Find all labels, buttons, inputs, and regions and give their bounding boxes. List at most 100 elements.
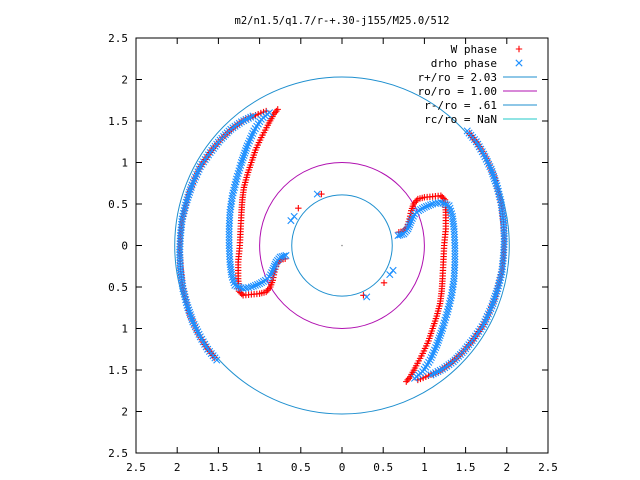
legend-label: W phase — [451, 43, 497, 56]
radius-circle — [259, 162, 425, 329]
data-point — [226, 258, 234, 266]
data-point — [495, 279, 503, 287]
data-point — [363, 293, 371, 301]
data-point — [239, 292, 247, 299]
data-point — [426, 201, 435, 209]
data-point — [450, 233, 459, 241]
data-point — [408, 214, 416, 222]
data-point — [184, 193, 192, 201]
data-point — [185, 188, 194, 196]
data-point — [188, 315, 196, 324]
data-point — [451, 250, 459, 258]
data-point — [179, 209, 188, 217]
data-point — [265, 109, 274, 117]
data-point — [181, 204, 189, 212]
data-point — [181, 293, 189, 301]
data-point — [495, 190, 503, 198]
data-point — [438, 327, 446, 335]
data-point — [435, 334, 443, 342]
data-point — [249, 112, 257, 120]
data-point — [226, 252, 234, 261]
data-point — [445, 300, 454, 308]
data-point — [433, 339, 442, 347]
origin-dot — [341, 244, 343, 247]
data-point — [225, 233, 233, 241]
data-point — [451, 252, 459, 261]
data-point — [225, 241, 233, 250]
data-point — [230, 183, 239, 191]
data-point — [237, 118, 246, 126]
data-point — [242, 144, 251, 152]
data-point — [176, 243, 184, 251]
data-point — [229, 189, 237, 197]
data-point — [492, 179, 500, 187]
data-point — [497, 271, 505, 279]
data-point — [176, 248, 184, 256]
data-point — [186, 186, 194, 194]
x-tick-label: 0 — [339, 461, 346, 474]
data-point — [500, 232, 508, 240]
data-point — [182, 296, 190, 304]
x-tick-label: 1.5 — [208, 461, 228, 474]
data-point — [406, 219, 414, 227]
data-point — [494, 285, 502, 293]
data-point — [500, 249, 508, 257]
data-point — [450, 228, 458, 236]
x-axis-ticks: 2.5 2 1.5 1 0.5 0 0.5 1 1.5 2 2.5 — [126, 38, 558, 474]
data-point — [256, 280, 264, 288]
data-point — [225, 217, 234, 225]
data-point — [231, 181, 239, 189]
data-point — [176, 240, 184, 248]
data-point — [440, 195, 447, 202]
data-point — [447, 294, 455, 302]
legend-label: drho phase — [431, 57, 497, 70]
data-point — [429, 370, 437, 378]
data-point — [431, 199, 439, 208]
data-point — [228, 192, 236, 200]
data-point — [230, 186, 238, 194]
data-point — [178, 218, 186, 226]
data-point — [271, 260, 279, 268]
y-tick-label: 1.5 — [108, 364, 128, 377]
data-point — [493, 182, 501, 190]
data-point — [179, 212, 187, 220]
data-point — [225, 230, 233, 239]
data-point — [490, 297, 498, 305]
data-point — [410, 374, 419, 382]
data-point — [405, 221, 414, 229]
data-point — [180, 207, 188, 215]
data-point — [181, 201, 190, 209]
data-point — [500, 243, 508, 251]
data-point — [225, 239, 233, 247]
data-point — [451, 264, 459, 272]
data-point — [318, 190, 325, 198]
data-point — [253, 280, 262, 289]
data-point — [183, 196, 191, 204]
data-point — [420, 203, 428, 211]
data-point — [270, 264, 278, 272]
data-point — [451, 261, 459, 269]
data-point — [380, 279, 388, 287]
data-point — [500, 238, 508, 246]
legend-label: ro/ro = 1.00 — [418, 85, 497, 98]
data-point — [237, 284, 245, 292]
data-point — [438, 324, 447, 333]
data-point — [437, 329, 445, 337]
data-point — [424, 202, 433, 210]
x-tick-label: 1 — [421, 461, 428, 474]
data-point — [176, 251, 184, 259]
data-point — [261, 276, 269, 284]
data-point — [489, 300, 497, 308]
data-point — [225, 222, 233, 230]
data-point — [182, 198, 190, 206]
data-point — [446, 297, 454, 305]
data-point — [404, 225, 412, 233]
data-point — [490, 295, 499, 303]
data-point — [274, 106, 281, 113]
data-point — [240, 117, 248, 125]
data-point — [498, 265, 506, 273]
data-point — [251, 281, 260, 289]
data-point — [500, 246, 508, 254]
y-tick-label: 0 — [121, 240, 128, 253]
data-point — [439, 193, 446, 201]
